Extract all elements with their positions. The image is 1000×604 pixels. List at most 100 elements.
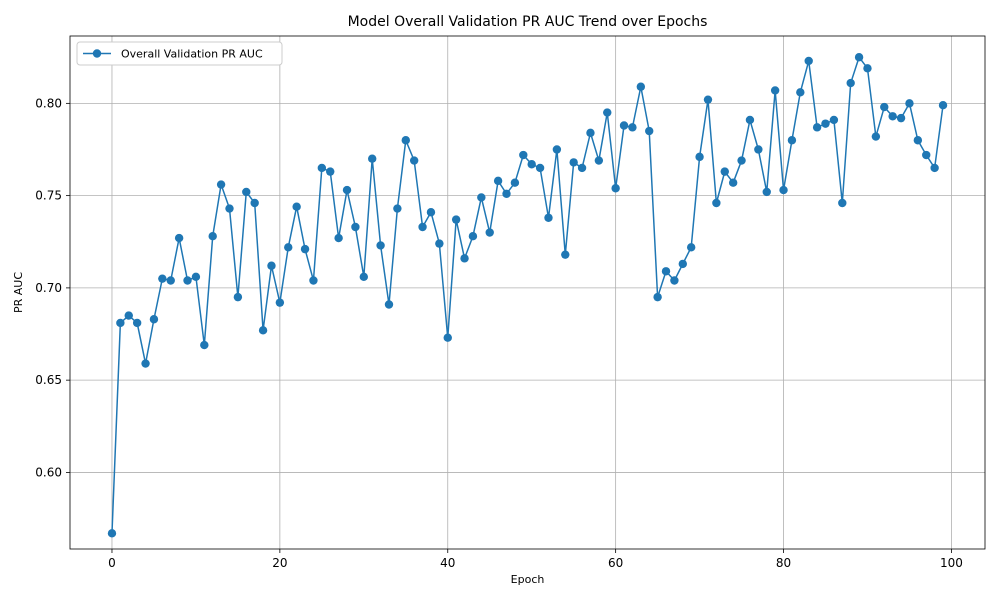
data-point bbox=[376, 241, 385, 250]
x-tick-label: 60 bbox=[608, 556, 623, 570]
data-point bbox=[242, 187, 251, 197]
data-point bbox=[124, 311, 133, 320]
data-point bbox=[233, 292, 243, 302]
x-axis-label: Epoch bbox=[511, 573, 545, 586]
data-point bbox=[502, 189, 511, 198]
data-point bbox=[661, 267, 671, 276]
data-point bbox=[922, 150, 931, 160]
data-point bbox=[460, 254, 469, 263]
data-point bbox=[888, 112, 897, 121]
data-point bbox=[451, 215, 461, 224]
data-point bbox=[477, 193, 486, 202]
y-tick-label: 0.70 bbox=[35, 281, 62, 295]
data-point bbox=[745, 115, 755, 125]
data-point bbox=[611, 184, 620, 193]
data-point bbox=[216, 180, 226, 189]
data-point bbox=[905, 99, 914, 108]
data-point bbox=[628, 123, 637, 132]
ticks: 0 20 40 60 80 100 0.60 0.65 0.70 0.75 0.80 bbox=[35, 96, 963, 570]
chart-title: Model Overall Validation PR AUC Trend ov… bbox=[348, 14, 708, 30]
data-point bbox=[594, 156, 604, 165]
data-point bbox=[930, 163, 939, 173]
y-tick-label: 0.65 bbox=[35, 373, 62, 387]
data-point bbox=[728, 178, 738, 187]
x-tick-label: 80 bbox=[776, 556, 791, 570]
series bbox=[107, 53, 948, 538]
data-point bbox=[359, 272, 369, 282]
data-point bbox=[116, 318, 125, 328]
data-point bbox=[653, 292, 662, 302]
data-point bbox=[384, 300, 394, 309]
data-point bbox=[762, 187, 771, 197]
data-point bbox=[896, 113, 906, 123]
y-axis-label: PR AUC bbox=[12, 272, 25, 313]
data-point bbox=[871, 132, 881, 141]
data-point bbox=[174, 233, 184, 243]
data-point bbox=[703, 95, 713, 104]
x-tick-label: 20 bbox=[272, 556, 287, 570]
data-point bbox=[527, 160, 536, 169]
data-point bbox=[544, 213, 553, 222]
data-point bbox=[166, 276, 175, 285]
data-point bbox=[342, 185, 352, 195]
legend-box bbox=[76, 41, 283, 66]
data-point bbox=[577, 163, 587, 173]
data-point bbox=[686, 243, 696, 252]
data-point bbox=[678, 259, 687, 269]
data-point bbox=[418, 222, 427, 232]
y-tick-label: 0.80 bbox=[35, 96, 62, 110]
data-point bbox=[317, 163, 327, 173]
legend-label: Overall Validation PR AUC bbox=[121, 48, 263, 61]
data-point bbox=[326, 167, 335, 176]
data-point bbox=[552, 145, 562, 154]
data-point bbox=[183, 276, 192, 285]
data-point bbox=[435, 239, 444, 248]
data-point bbox=[158, 274, 167, 283]
data-point bbox=[191, 272, 201, 282]
data-point bbox=[292, 202, 301, 211]
data-point bbox=[569, 158, 578, 167]
data-point bbox=[829, 115, 839, 125]
plot-frame bbox=[69, 35, 986, 550]
y-tick-label: 0.75 bbox=[35, 189, 62, 203]
data-point bbox=[636, 82, 646, 91]
data-point bbox=[712, 198, 721, 208]
x-tick-label: 100 bbox=[940, 556, 963, 570]
data-point bbox=[838, 198, 847, 208]
data-point bbox=[754, 145, 763, 154]
data-point bbox=[812, 123, 822, 132]
data-point bbox=[200, 340, 209, 350]
data-point bbox=[737, 156, 746, 165]
data-point bbox=[409, 156, 419, 165]
data-point bbox=[695, 152, 704, 162]
data-point bbox=[913, 136, 923, 145]
data-point bbox=[485, 228, 494, 237]
data-point bbox=[796, 88, 805, 97]
grid bbox=[70, 36, 985, 549]
data-point bbox=[561, 250, 570, 259]
data-point bbox=[854, 53, 864, 62]
x-tick-label: 40 bbox=[440, 556, 455, 570]
data-point bbox=[275, 298, 285, 307]
data-point bbox=[720, 167, 729, 176]
series-line bbox=[111, 56, 944, 534]
data-point bbox=[401, 136, 410, 145]
data-point bbox=[443, 333, 452, 342]
data-point bbox=[258, 326, 268, 335]
data-point bbox=[510, 178, 520, 187]
data-point bbox=[779, 185, 788, 195]
data-point bbox=[804, 56, 813, 66]
data-point bbox=[393, 204, 402, 213]
data-point bbox=[284, 243, 293, 252]
legend-marker bbox=[92, 49, 102, 58]
data-point bbox=[300, 244, 310, 254]
y-tick-label: 0.60 bbox=[35, 465, 62, 479]
data-point bbox=[619, 121, 629, 130]
data-point bbox=[603, 108, 612, 117]
data-point bbox=[468, 232, 478, 241]
x-tick-label: 0 bbox=[108, 556, 116, 570]
data-point bbox=[938, 100, 948, 110]
data-point bbox=[141, 359, 150, 368]
data-point bbox=[368, 154, 377, 163]
